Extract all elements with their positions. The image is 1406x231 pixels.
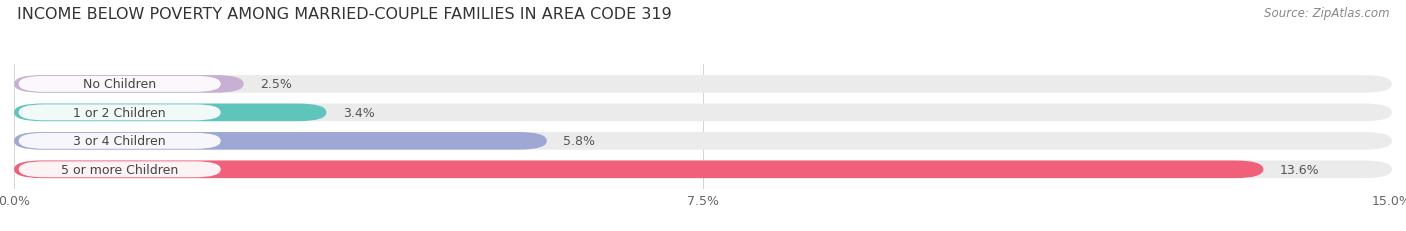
Text: INCOME BELOW POVERTY AMONG MARRIED-COUPLE FAMILIES IN AREA CODE 319: INCOME BELOW POVERTY AMONG MARRIED-COUPL… <box>17 7 672 22</box>
FancyBboxPatch shape <box>18 105 221 121</box>
FancyBboxPatch shape <box>14 104 326 122</box>
FancyBboxPatch shape <box>14 161 1392 178</box>
Text: 3.4%: 3.4% <box>343 106 374 119</box>
FancyBboxPatch shape <box>18 77 221 92</box>
Text: 5.8%: 5.8% <box>564 135 595 148</box>
FancyBboxPatch shape <box>18 133 221 149</box>
Text: No Children: No Children <box>83 78 156 91</box>
Text: 3 or 4 Children: 3 or 4 Children <box>73 135 166 148</box>
FancyBboxPatch shape <box>14 76 243 93</box>
Text: 1 or 2 Children: 1 or 2 Children <box>73 106 166 119</box>
Text: 5 or more Children: 5 or more Children <box>60 163 179 176</box>
Text: Source: ZipAtlas.com: Source: ZipAtlas.com <box>1264 7 1389 20</box>
FancyBboxPatch shape <box>14 132 1392 150</box>
Text: 13.6%: 13.6% <box>1279 163 1319 176</box>
FancyBboxPatch shape <box>14 76 1392 93</box>
FancyBboxPatch shape <box>14 132 547 150</box>
FancyBboxPatch shape <box>18 162 221 177</box>
FancyBboxPatch shape <box>14 161 1264 178</box>
Text: 2.5%: 2.5% <box>260 78 292 91</box>
FancyBboxPatch shape <box>14 104 1392 122</box>
